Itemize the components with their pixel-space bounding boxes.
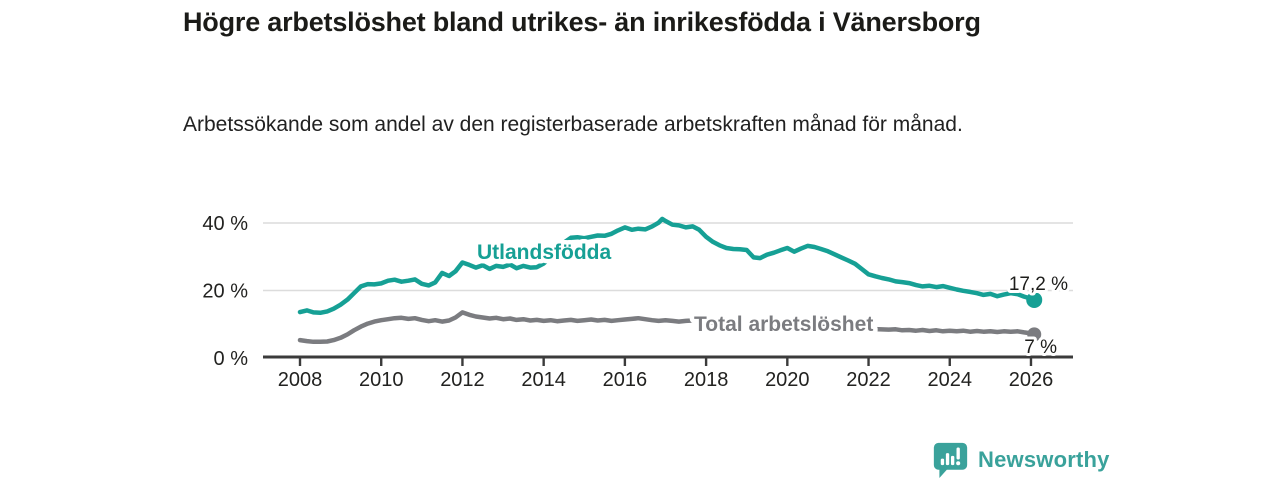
x-tick-label: 2024 [928, 369, 973, 391]
y-tick-label: 0 % [214, 348, 249, 370]
series-line-utlandsfodda [297, 216, 1037, 316]
series-label-utlandsfodda: Utlandsfödda [477, 241, 611, 264]
newsworthy-logo-icon [933, 442, 968, 479]
series-line-total-arbetsloshet [297, 310, 1037, 345]
x-tick-label: 2020 [765, 369, 810, 391]
end-dot-total-arbetsloshet [1027, 327, 1042, 342]
y-tick-label: 20 % [202, 281, 248, 303]
x-tick-label: 2026 [1009, 369, 1054, 391]
x-tick-label: 2022 [846, 369, 891, 391]
x-tick-label: 2010 [359, 369, 404, 391]
x-tick-label: 2018 [684, 369, 729, 391]
newsworthy-logo: Newsworthy [932, 441, 1110, 479]
page-title: Högre arbetslöshet bland utrikes- än inr… [183, 7, 981, 37]
x-tick-label: 2012 [440, 369, 485, 391]
series-label-total-arbetsloshet: Total arbetslöshet [694, 313, 873, 336]
x-tick-label: 2016 [603, 369, 648, 391]
end-value-label-total-arbetsloshet: 7 % [1024, 337, 1057, 358]
page-subtitle: Arbetssökande som andel av den registerb… [183, 113, 963, 136]
x-tick-label: 2014 [521, 369, 566, 391]
end-value-label-utlandsfodda: 17,2 % [1009, 274, 1068, 295]
y-tick-label: 40 % [202, 213, 248, 235]
bar-chart-glyph [940, 447, 961, 466]
x-tick-label: 2008 [278, 369, 323, 391]
end-dot-utlandsfodda [1026, 291, 1043, 308]
speech-bubble-shape [933, 442, 968, 479]
newsworthy-logo-text: Newsworthy [978, 447, 1110, 472]
